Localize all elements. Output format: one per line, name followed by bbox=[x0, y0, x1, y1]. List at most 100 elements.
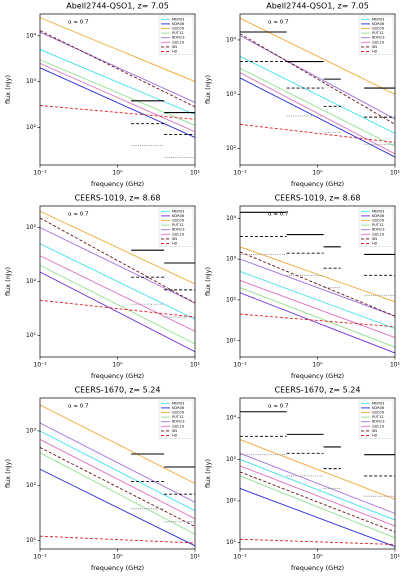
y-tick-label: 10⁴ bbox=[26, 32, 37, 39]
legend-label: GUL09 bbox=[372, 411, 385, 415]
series-line bbox=[39, 468, 196, 547]
legend-label: BON13 bbox=[372, 228, 385, 232]
panel-title: CEERS-1019, z= 8.68 bbox=[75, 194, 161, 203]
series-line bbox=[39, 17, 196, 82]
series-line bbox=[239, 280, 396, 338]
legend-label: SN bbox=[172, 429, 177, 433]
legend-label: PUT12 bbox=[172, 31, 184, 35]
annotation: α = 0.7 bbox=[268, 20, 289, 26]
legend-box bbox=[158, 15, 194, 55]
legend-label: KDR06 bbox=[172, 214, 185, 218]
series-line bbox=[39, 62, 196, 133]
x-tick-label: 10⁻¹ bbox=[233, 554, 247, 561]
series-line bbox=[39, 264, 196, 345]
legend-box bbox=[158, 207, 194, 247]
series-line bbox=[239, 488, 396, 548]
y-tick-label: 10¹ bbox=[26, 332, 37, 339]
annotation: α = 0.7 bbox=[68, 212, 89, 218]
legend-box bbox=[358, 15, 394, 55]
legend-label: KDR06 bbox=[172, 406, 185, 410]
plot-frame bbox=[39, 397, 196, 550]
panel-title: CEERS-1670, z= 5.24 bbox=[75, 386, 161, 395]
legend-box bbox=[358, 399, 394, 439]
y-axis-label: flux (nJy) bbox=[204, 267, 212, 296]
series-line bbox=[39, 217, 196, 304]
annotation: α = 0.7 bbox=[268, 212, 289, 218]
x-axis-label: frequency (GHz) bbox=[91, 180, 144, 188]
legend-label: BON13 bbox=[172, 420, 185, 424]
series-line bbox=[39, 447, 196, 527]
series-line bbox=[39, 243, 196, 320]
legend-label: GUL09 bbox=[172, 219, 185, 223]
series-line bbox=[239, 246, 396, 303]
legend-label: KDR06 bbox=[372, 214, 385, 218]
x-axis-label: frequency (GHz) bbox=[91, 372, 144, 380]
x-tick-label: 10¹ bbox=[390, 362, 400, 369]
x-axis-label: frequency (GHz) bbox=[291, 372, 344, 380]
legend-label: PUT12 bbox=[372, 223, 384, 227]
x-tick-label: 10⁰ bbox=[312, 362, 323, 369]
y-tick-label: 10⁴ bbox=[226, 215, 237, 222]
x-tick-label: 10¹ bbox=[190, 554, 201, 561]
y-axis-label: flux (nJy) bbox=[204, 75, 212, 104]
series-line bbox=[239, 77, 396, 158]
legend-label: HII bbox=[172, 242, 177, 246]
series-line bbox=[39, 430, 196, 512]
legend-label: BON13 bbox=[172, 228, 185, 232]
y-tick-label: 10³ bbox=[226, 91, 237, 98]
legend-label: GUL19 bbox=[372, 232, 385, 236]
legend-label: BON13 bbox=[172, 36, 185, 40]
x-tick-label: 10¹ bbox=[190, 362, 201, 369]
y-tick-label: 10³ bbox=[226, 456, 237, 463]
legend-label: BON13 bbox=[372, 36, 385, 40]
legend-label: GUL09 bbox=[372, 27, 385, 31]
legend-label: SN bbox=[372, 45, 377, 49]
legend-label: MER03 bbox=[172, 401, 184, 405]
legend-label: SN bbox=[172, 45, 177, 49]
legend-label: KDR06 bbox=[172, 22, 185, 26]
x-tick-label: 10⁰ bbox=[112, 362, 123, 369]
x-tick-label: 10⁻¹ bbox=[33, 554, 47, 561]
legend-label: BON13 bbox=[372, 420, 385, 424]
series-line bbox=[239, 439, 396, 500]
annotation: α = 0.7 bbox=[268, 404, 289, 410]
y-tick-label: 10² bbox=[226, 296, 237, 303]
series-line bbox=[239, 17, 396, 95]
series-line bbox=[239, 292, 396, 354]
series-line bbox=[39, 452, 196, 535]
y-tick-label: 10² bbox=[26, 482, 37, 489]
y-axis-label: flux (nJy) bbox=[4, 267, 12, 296]
plot-frame bbox=[239, 13, 396, 166]
series-line bbox=[39, 227, 196, 304]
series-line bbox=[39, 439, 196, 520]
series-line bbox=[39, 299, 196, 318]
series-line bbox=[39, 30, 196, 108]
legend-label: PUT12 bbox=[372, 31, 384, 35]
series-line bbox=[39, 271, 196, 353]
legend-label: SN bbox=[172, 237, 177, 241]
series-line bbox=[39, 67, 196, 138]
y-axis-label: flux (nJy) bbox=[4, 75, 12, 104]
series-line bbox=[239, 471, 396, 533]
legend-label: HII bbox=[372, 434, 377, 438]
legend-label: SN bbox=[372, 237, 377, 241]
y-tick-label: 10⁴ bbox=[226, 36, 237, 43]
legend-label: PUT12 bbox=[172, 415, 184, 419]
series-line bbox=[39, 535, 196, 544]
series-line bbox=[39, 210, 196, 285]
y-tick-label: 10³ bbox=[26, 224, 37, 231]
series-line bbox=[239, 35, 396, 120]
x-tick-label: 10⁰ bbox=[112, 554, 123, 561]
legend-label: GUL09 bbox=[172, 411, 185, 415]
x-tick-label: 10¹ bbox=[190, 170, 201, 177]
legend-label: MER03 bbox=[372, 401, 384, 405]
x-axis-label: frequency (GHz) bbox=[291, 180, 344, 188]
legend-label: GUL09 bbox=[372, 219, 385, 223]
legend-box bbox=[158, 399, 194, 439]
y-tick-label: 10¹ bbox=[226, 337, 237, 344]
legend-label: GUL19 bbox=[172, 424, 185, 428]
series-line bbox=[239, 458, 396, 521]
series-line bbox=[239, 538, 396, 545]
